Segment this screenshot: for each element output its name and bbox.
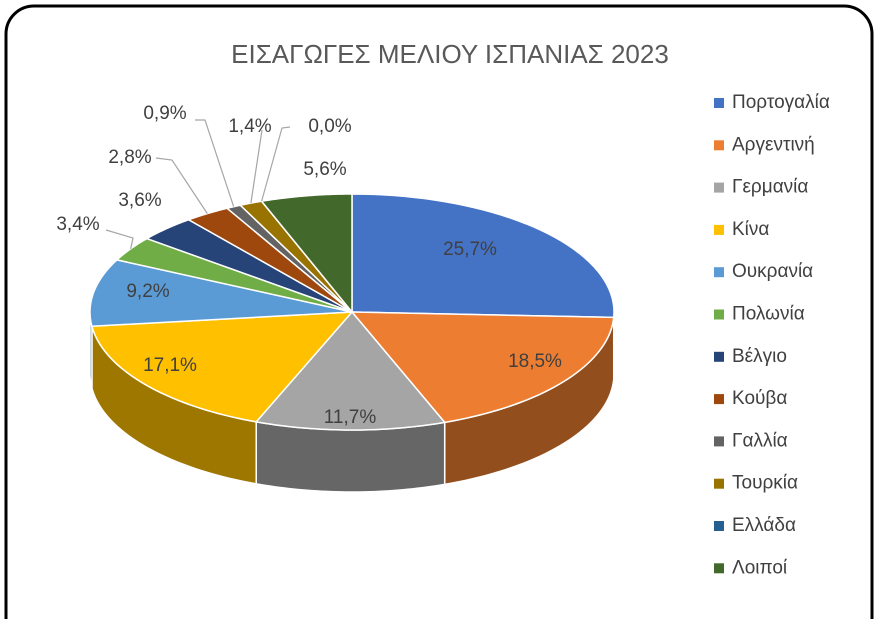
pie-slice bbox=[90, 311, 354, 423]
legend-swatch bbox=[714, 478, 724, 489]
legend-label: Ουκρανία bbox=[732, 261, 813, 282]
legend-label: Τουρκία bbox=[732, 473, 798, 494]
legend-label: Αργεντινή bbox=[732, 134, 815, 155]
data-label: 25,7% bbox=[443, 239, 497, 260]
legend-swatch bbox=[714, 351, 724, 362]
pie-slice bbox=[254, 310, 447, 431]
legend-swatch bbox=[714, 98, 724, 108]
pie-slice bbox=[89, 259, 353, 328]
legend-swatch bbox=[714, 436, 724, 447]
data-label: 0,0% bbox=[308, 116, 351, 137]
legend-label: Πορτογαλία bbox=[732, 92, 830, 113]
pie-side bbox=[255, 420, 446, 493]
legend-label: Πολωνία bbox=[732, 304, 805, 325]
legend-swatch bbox=[714, 309, 724, 320]
legend-label: Γαλλία bbox=[732, 430, 788, 451]
chart-title: ΕΙΣΑΓΩΓΕΣ ΜΕΛΙΟΥ ΙΣΠΑΝΙΑΣ 2023 bbox=[231, 39, 669, 69]
pie-slice bbox=[145, 218, 353, 313]
legend-swatch bbox=[714, 224, 724, 235]
legend-label: Κούβα bbox=[732, 388, 787, 409]
data-label: 17,1% bbox=[143, 355, 197, 376]
data-label: 5,6% bbox=[303, 159, 346, 180]
legend-label: Κίνα bbox=[732, 219, 769, 240]
pie-slice bbox=[350, 311, 615, 424]
legend-label: Ελλάδα bbox=[732, 515, 796, 536]
data-label: 18,5% bbox=[508, 351, 562, 372]
data-label: 2,8% bbox=[108, 147, 151, 168]
pie-slice bbox=[260, 193, 353, 315]
data-label: 0,9% bbox=[143, 103, 186, 124]
legend-swatch bbox=[714, 182, 724, 193]
legend-label: Λοιποί bbox=[732, 557, 788, 578]
legend-swatch bbox=[714, 267, 724, 278]
data-label: 11,7% bbox=[324, 407, 377, 428]
pie-slice bbox=[238, 200, 353, 313]
legend-label: Βέλγιο bbox=[732, 346, 787, 367]
legend-swatch bbox=[714, 563, 724, 574]
legend-swatch bbox=[714, 521, 724, 531]
pie-slice bbox=[115, 237, 353, 313]
legend-swatch bbox=[714, 394, 724, 405]
leader-line bbox=[195, 119, 235, 207]
leader-line bbox=[261, 126, 291, 202]
leader-line bbox=[155, 157, 208, 214]
data-label: 9,2% bbox=[126, 281, 169, 302]
data-label: 1,4% bbox=[228, 116, 271, 137]
pie-slice bbox=[351, 193, 615, 319]
leader-line bbox=[105, 229, 134, 249]
legend-label: Γερμανία bbox=[732, 177, 808, 198]
data-label: 3,6% bbox=[118, 190, 161, 211]
leader-line bbox=[250, 129, 263, 204]
data-label: 3,4% bbox=[56, 214, 99, 235]
legend-swatch bbox=[714, 140, 724, 151]
pie-slice bbox=[186, 207, 353, 313]
